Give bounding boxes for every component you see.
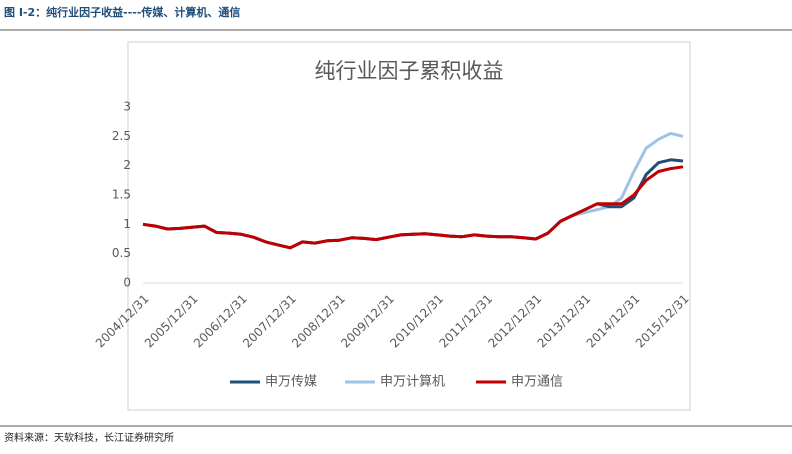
legend-label: 申万通信 <box>511 375 563 390</box>
y-tick-label: 2 <box>123 158 131 172</box>
series-line <box>142 165 684 250</box>
y-tick-label: 0.5 <box>112 246 131 260</box>
chart-frame <box>127 41 691 411</box>
source-note: 资料来源：天软科技，长江证券研究所 <box>4 431 174 444</box>
y-tick-label: 2.5 <box>112 129 131 143</box>
legend-label: 申万计算机 <box>380 375 445 390</box>
legend-label: 申万传媒 <box>265 375 317 390</box>
y-tick-label: 1 <box>123 217 131 231</box>
y-tick-label: 3 <box>123 100 131 114</box>
figure-caption: 图 I-2：纯行业因子收益----传媒、计算机、通信 <box>4 5 240 19</box>
chart-title: 纯行业因子累积收益 <box>315 59 504 83</box>
y-tick-label: 1.5 <box>112 188 131 202</box>
y-tick-label: 0 <box>123 276 131 290</box>
